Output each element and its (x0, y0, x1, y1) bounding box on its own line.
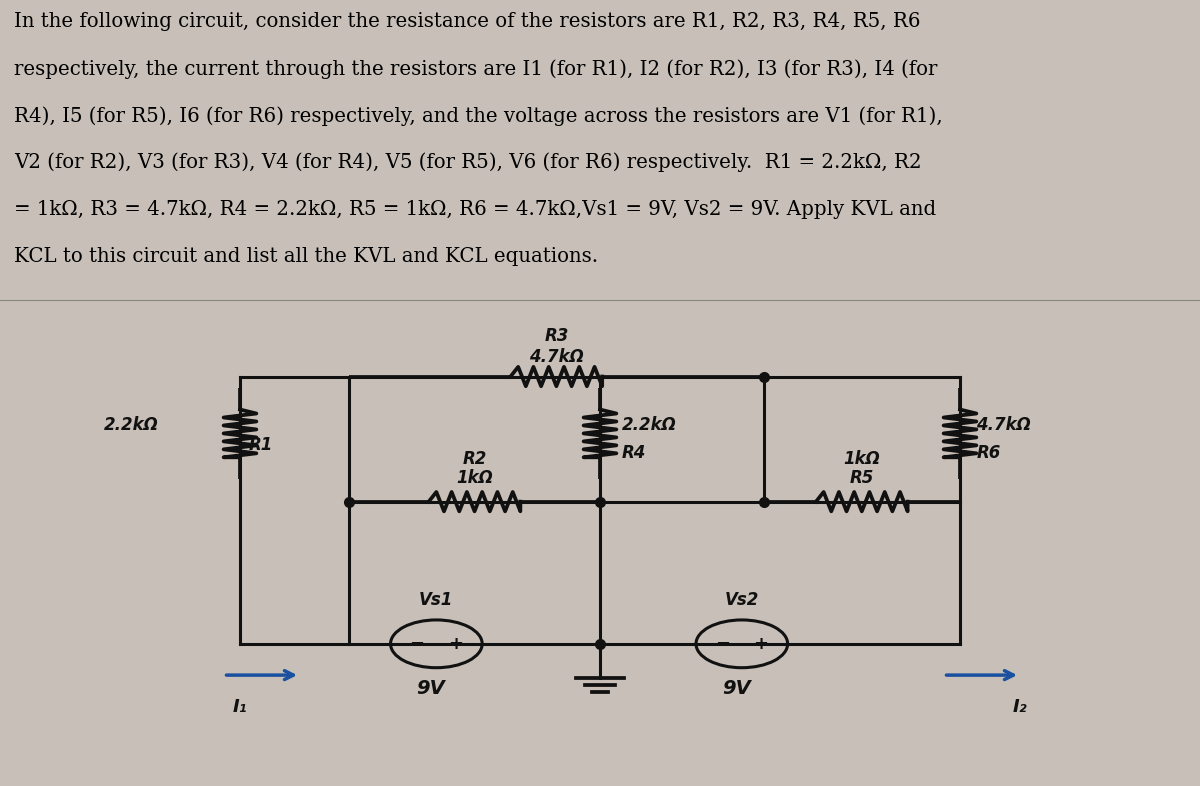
Text: 4.7kΩ: 4.7kΩ (529, 348, 583, 366)
Text: −: − (715, 635, 730, 653)
Text: In the following circuit, consider the resistance of the resistors are R1, R2, R: In the following circuit, consider the r… (14, 12, 920, 31)
Text: +: + (448, 635, 463, 653)
Text: 9V: 9V (416, 679, 445, 698)
Text: = 1kΩ, R3 = 4.7kΩ, R4 = 2.2kΩ, R5 = 1kΩ, R6 = 4.7kΩ,Vs1 = 9V, Vs2 = 9V. Apply KV: = 1kΩ, R3 = 4.7kΩ, R4 = 2.2kΩ, R5 = 1kΩ,… (14, 200, 936, 219)
Text: R3: R3 (544, 327, 569, 345)
Text: 2.2kΩ: 2.2kΩ (622, 416, 677, 434)
Text: I₂: I₂ (1013, 698, 1027, 716)
Text: 4.7kΩ: 4.7kΩ (977, 416, 1031, 434)
Text: V2 (for R2), V3 (for R3), V4 (for R4), V5 (for R5), V6 (for R6) respectively.  R: V2 (for R2), V3 (for R3), V4 (for R4), V… (14, 152, 922, 172)
Text: R1: R1 (248, 435, 274, 454)
Text: R6: R6 (977, 444, 1001, 462)
Text: KCL to this circuit and list all the KVL and KCL equations.: KCL to this circuit and list all the KVL… (14, 247, 599, 266)
Text: respectively, the current through the resistors are I1 (for R1), I2 (for R2), I3: respectively, the current through the re… (14, 59, 937, 79)
Text: I₁: I₁ (233, 698, 247, 716)
Text: R5: R5 (850, 469, 874, 487)
Text: 1kΩ: 1kΩ (456, 469, 493, 487)
Text: −: − (409, 635, 425, 653)
Text: R4), I5 (for R5), I6 (for R6) respectively, and the voltage across the resistors: R4), I5 (for R5), I6 (for R6) respective… (14, 106, 943, 126)
Text: R2: R2 (462, 450, 487, 468)
Text: R4: R4 (622, 444, 646, 462)
Text: Vs2: Vs2 (725, 590, 760, 608)
Text: 2.2kΩ: 2.2kΩ (103, 416, 158, 434)
Text: Vs1: Vs1 (419, 590, 454, 608)
Text: 9V: 9V (722, 679, 751, 698)
Text: 1kΩ: 1kΩ (844, 450, 880, 468)
Text: +: + (754, 635, 768, 653)
